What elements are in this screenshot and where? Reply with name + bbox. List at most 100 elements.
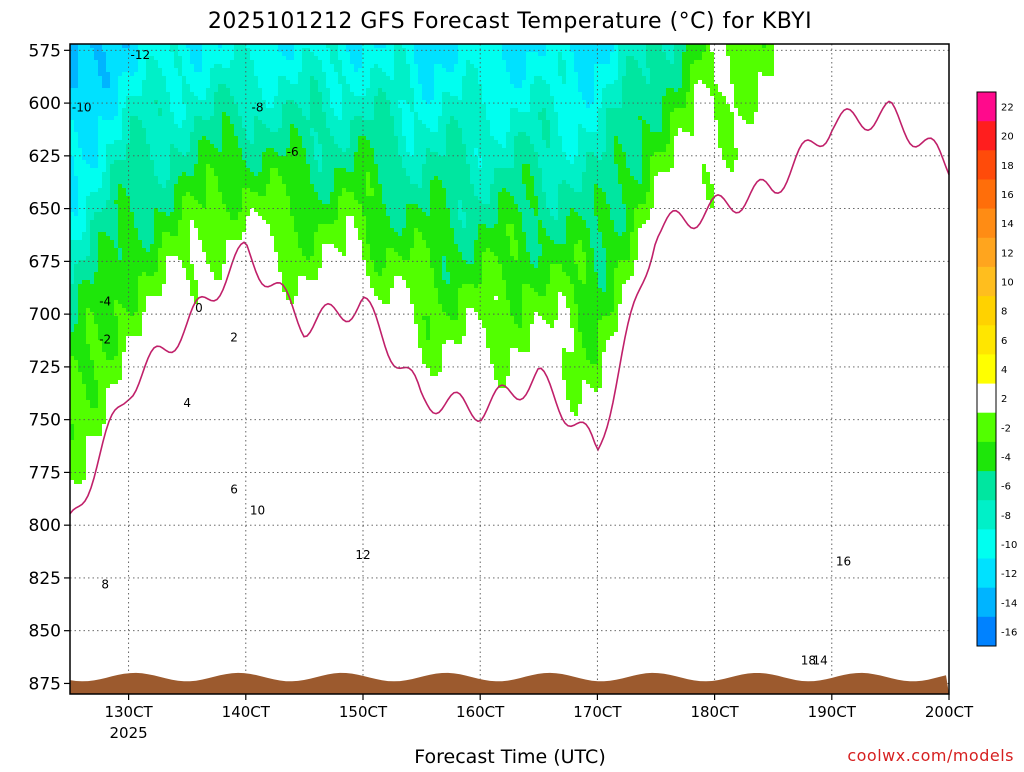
field-cell — [150, 360, 155, 365]
field-cell — [86, 328, 91, 333]
field-cell — [178, 412, 183, 417]
field-cell — [154, 616, 159, 621]
field-cell — [142, 524, 147, 529]
field-cell — [102, 412, 107, 417]
field-cell — [158, 188, 163, 193]
field-cell — [142, 144, 147, 149]
field-cell — [178, 192, 183, 197]
field-cell — [150, 176, 155, 181]
field-cell — [90, 316, 95, 321]
field-cell — [82, 460, 87, 465]
field-cell — [146, 636, 151, 641]
field-cell — [78, 448, 83, 453]
field-cell — [174, 612, 179, 617]
field-cell — [190, 316, 195, 321]
field-cell — [146, 612, 151, 617]
field-cell — [94, 384, 99, 389]
field-cell — [82, 172, 87, 177]
field-cell — [134, 632, 139, 637]
field-cell — [110, 364, 115, 369]
field-cell — [74, 448, 79, 453]
field-cell — [94, 544, 99, 549]
field-cell — [138, 616, 143, 621]
field-cell — [134, 108, 139, 113]
field-cell — [166, 536, 171, 541]
field-cell — [146, 540, 151, 545]
field-cell — [122, 256, 127, 261]
field-cell — [110, 460, 115, 465]
field-cell — [118, 64, 123, 69]
field-cell — [166, 92, 171, 97]
field-cell — [74, 148, 79, 153]
field-cell — [170, 136, 175, 141]
field-cell — [114, 520, 119, 525]
field-cell — [122, 56, 127, 61]
field-cell — [122, 560, 127, 565]
field-cell — [110, 112, 115, 117]
field-cell — [174, 168, 179, 173]
field-cell — [142, 356, 147, 361]
field-cell — [190, 104, 195, 109]
field-cell — [150, 364, 155, 369]
field-cell — [182, 356, 187, 361]
field-cell — [74, 548, 79, 553]
field-cell — [158, 352, 163, 357]
field-cell — [86, 524, 91, 529]
field-cell — [170, 108, 175, 113]
field-cell — [170, 100, 175, 105]
field-cell — [170, 144, 175, 149]
field-cell — [106, 432, 111, 437]
field-cell — [130, 452, 135, 457]
field-cell — [190, 248, 195, 253]
field-cell — [82, 92, 87, 97]
field-cell — [114, 112, 119, 117]
field-cell — [174, 552, 179, 557]
field-cell — [154, 292, 159, 297]
field-cell — [190, 72, 195, 77]
field-cell — [142, 664, 147, 669]
field-cell — [98, 216, 103, 221]
field-cell — [178, 572, 183, 577]
field-cell — [170, 380, 175, 385]
field-cell — [134, 276, 139, 281]
field-cell — [102, 204, 107, 209]
field-cell — [138, 388, 143, 393]
field-cell — [102, 316, 107, 321]
field-cell — [82, 444, 87, 449]
field-cell — [74, 184, 79, 189]
field-cell — [110, 156, 115, 161]
field-cell — [114, 660, 119, 665]
field-cell — [110, 444, 115, 449]
field-cell — [102, 452, 107, 457]
field-cell — [118, 256, 123, 261]
field-cell — [102, 100, 107, 105]
field-cell — [78, 160, 83, 165]
field-cell — [190, 68, 195, 73]
field-cell — [154, 296, 159, 301]
field-cell — [94, 604, 99, 609]
field-cell — [114, 388, 119, 393]
field-cell — [162, 52, 167, 57]
field-cell — [118, 140, 123, 145]
field-cell — [106, 180, 111, 185]
field-cell — [114, 596, 119, 601]
field-cell — [102, 616, 107, 621]
field-cell — [82, 532, 87, 537]
field-cell — [146, 276, 151, 281]
field-cell — [134, 188, 139, 193]
field-cell — [146, 420, 151, 425]
field-cell — [110, 120, 115, 125]
field-cell — [130, 588, 135, 593]
field-cell — [178, 308, 183, 313]
field-cell — [150, 72, 155, 77]
field-cell — [86, 316, 91, 321]
field-cell — [178, 424, 183, 429]
field-cell — [94, 320, 99, 325]
field-cell — [86, 464, 91, 469]
field-cell — [130, 616, 135, 621]
field-cell — [118, 428, 123, 433]
field-cell — [178, 500, 183, 505]
field-cell — [134, 104, 139, 109]
field-cell — [114, 564, 119, 569]
field-cell — [118, 496, 123, 501]
